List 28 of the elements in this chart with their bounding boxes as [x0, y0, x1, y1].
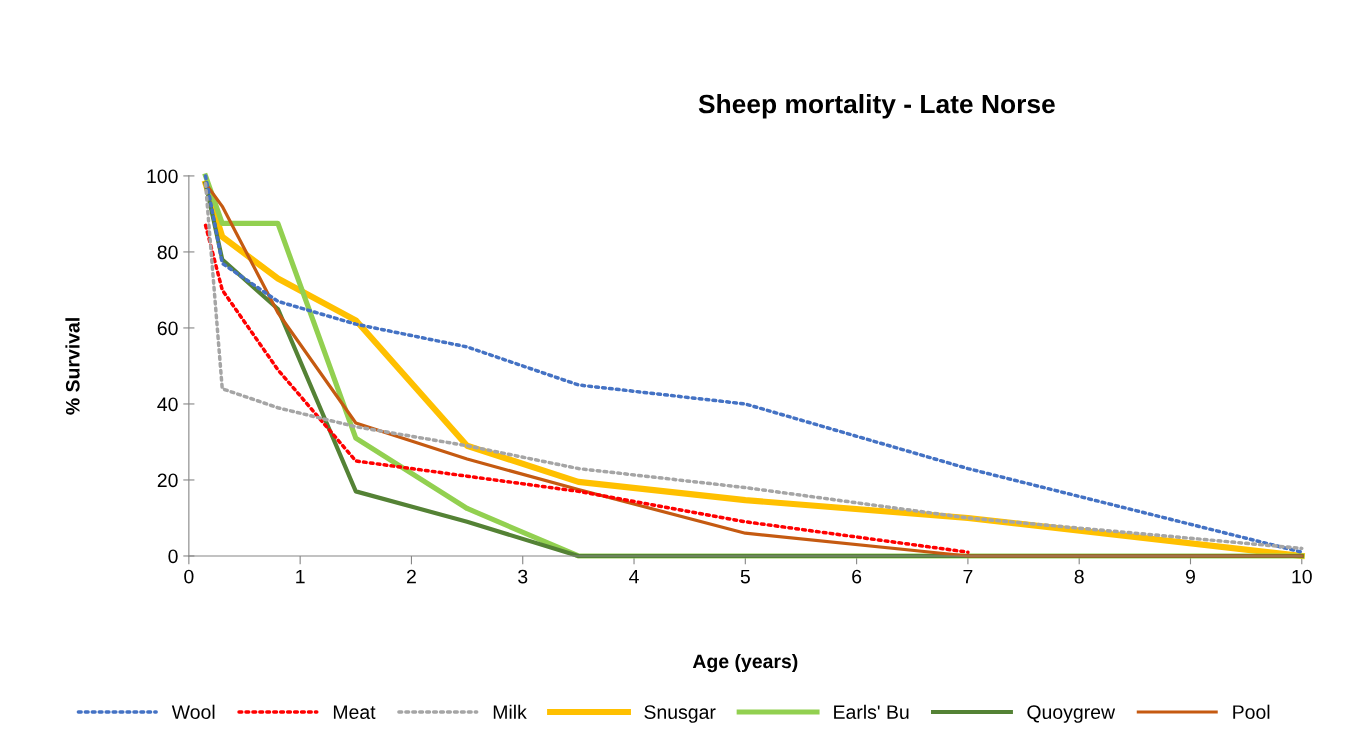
x-tick-label: 2	[407, 569, 416, 584]
x-tick-label: 1	[296, 569, 305, 584]
chart-title: Sheep mortality - Late Norse	[698, 93, 1055, 119]
x-tick-label: 7	[963, 569, 973, 584]
legend-label: Earls' Bu	[834, 704, 909, 719]
legend-label: Pool	[1233, 704, 1270, 719]
legend-label: Milk	[493, 704, 527, 719]
x-axis-title: Age (years)	[692, 653, 798, 673]
y-tick-label: 60	[157, 321, 178, 336]
x-tick-label: 6	[852, 569, 862, 584]
legend-label: Meat	[333, 705, 376, 719]
x-tick-label: 5	[740, 569, 750, 584]
y-tick-label: 20	[157, 473, 178, 488]
line-series	[203, 223, 970, 554]
y-tick-label: 80	[157, 245, 178, 260]
x-tick-label: 0	[184, 569, 194, 584]
x-tick-label: 10	[1292, 569, 1312, 584]
legend-label: Snusgar	[644, 705, 716, 723]
y-tick-label: 40	[157, 397, 178, 412]
y-tick-label: 100	[147, 169, 178, 184]
legend-label: Wool	[171, 704, 215, 719]
legend-label: Quoygrew	[1027, 705, 1116, 723]
x-tick-label: 8	[1074, 569, 1084, 584]
x-tick-label: 9	[1186, 569, 1195, 584]
y-axis-title: % Survival	[65, 318, 80, 415]
x-tick-label: 4	[629, 569, 639, 584]
x-tick-label: 3	[518, 569, 528, 584]
y-tick-label: 0	[168, 549, 178, 564]
